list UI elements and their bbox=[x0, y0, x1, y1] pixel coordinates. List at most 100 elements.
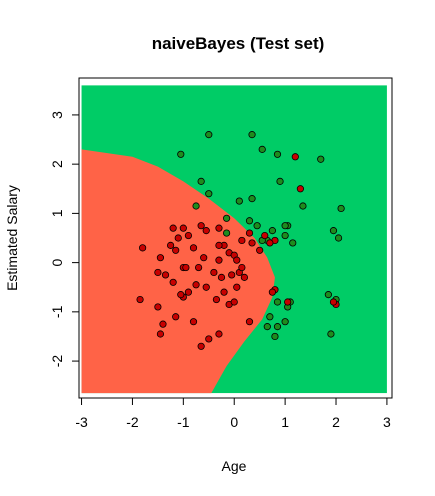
data-point bbox=[205, 190, 213, 198]
data-point bbox=[222, 214, 231, 222]
data-point bbox=[253, 222, 261, 230]
data-point bbox=[197, 177, 205, 185]
data-point bbox=[220, 288, 228, 296]
data-point bbox=[192, 202, 200, 210]
data-point bbox=[337, 204, 345, 213]
data-point bbox=[291, 153, 299, 161]
data-point bbox=[245, 217, 254, 225]
data-point bbox=[200, 254, 208, 262]
x-tick-label: 3 bbox=[383, 414, 391, 430]
data-point bbox=[205, 131, 213, 139]
data-point bbox=[215, 256, 223, 264]
data-point bbox=[284, 298, 292, 306]
data-point bbox=[230, 298, 238, 306]
data-point bbox=[248, 239, 256, 247]
data-point bbox=[334, 234, 343, 242]
data-point bbox=[289, 239, 297, 247]
data-point bbox=[238, 263, 246, 272]
data-point bbox=[281, 318, 289, 326]
y-axis-label: Estimated Salary bbox=[4, 185, 20, 291]
data-point bbox=[154, 303, 162, 311]
data-point bbox=[248, 131, 256, 139]
data-point bbox=[154, 268, 162, 277]
data-point bbox=[317, 155, 325, 163]
data-point bbox=[210, 268, 218, 277]
y-tick-label: -2 bbox=[49, 355, 65, 368]
data-point bbox=[273, 298, 282, 306]
data-point bbox=[156, 254, 165, 262]
data-point bbox=[240, 273, 249, 281]
data-point bbox=[215, 224, 223, 232]
data-point bbox=[174, 234, 182, 242]
data-point bbox=[172, 313, 180, 321]
data-point bbox=[266, 313, 274, 321]
data-point bbox=[233, 283, 241, 291]
data-point bbox=[195, 263, 203, 272]
data-point bbox=[159, 320, 167, 328]
data-point bbox=[327, 330, 335, 338]
data-point bbox=[217, 273, 226, 281]
data-point bbox=[261, 231, 269, 240]
x-tick-label: 2 bbox=[332, 414, 340, 430]
y-tick-label: 0 bbox=[49, 259, 65, 267]
data-point bbox=[139, 244, 147, 252]
data-point bbox=[169, 224, 177, 232]
data-points bbox=[136, 131, 345, 350]
data-point bbox=[238, 236, 246, 245]
chart-title: naiveBayes (Test set) bbox=[152, 34, 325, 53]
data-point bbox=[268, 288, 276, 296]
data-point bbox=[324, 291, 332, 299]
data-point bbox=[184, 231, 193, 240]
data-point bbox=[276, 177, 284, 185]
data-point bbox=[179, 224, 187, 232]
data-point bbox=[268, 227, 276, 235]
data-point bbox=[161, 271, 170, 279]
data-point bbox=[189, 318, 198, 326]
x-tick-label: -2 bbox=[126, 414, 139, 430]
data-point bbox=[215, 241, 223, 249]
data-point bbox=[197, 342, 205, 350]
data-point bbox=[169, 278, 177, 286]
region-class-0 bbox=[81, 149, 275, 394]
data-point bbox=[273, 150, 282, 158]
y-tick-label: 1 bbox=[49, 209, 65, 217]
data-point bbox=[197, 222, 205, 230]
axes: -3 -2 -1 0 1 2 3 -2 -1 0 1 2 3 bbox=[49, 77, 393, 430]
data-point bbox=[228, 271, 236, 279]
data-point bbox=[256, 246, 264, 254]
data-point bbox=[296, 185, 304, 193]
data-point bbox=[205, 335, 213, 343]
data-point bbox=[184, 288, 193, 296]
data-point bbox=[273, 323, 282, 331]
data-point bbox=[329, 227, 338, 235]
data-point bbox=[245, 318, 254, 326]
data-point bbox=[189, 244, 198, 252]
data-point bbox=[156, 330, 165, 338]
data-point bbox=[245, 229, 254, 237]
data-point bbox=[258, 145, 266, 153]
x-tick-label: 0 bbox=[230, 414, 238, 430]
data-point bbox=[202, 227, 210, 235]
x-tick-label: -3 bbox=[75, 414, 88, 430]
data-point bbox=[212, 295, 221, 304]
data-point bbox=[299, 202, 307, 210]
x-tick-label: 1 bbox=[281, 414, 289, 430]
data-point bbox=[281, 222, 289, 230]
data-point bbox=[271, 332, 279, 341]
data-point bbox=[177, 150, 185, 158]
data-point bbox=[263, 323, 271, 331]
data-point bbox=[167, 241, 175, 249]
data-point bbox=[235, 197, 243, 205]
data-point bbox=[222, 229, 231, 237]
data-point bbox=[266, 239, 274, 247]
data-point bbox=[172, 246, 180, 254]
data-point bbox=[281, 231, 289, 240]
data-point bbox=[182, 263, 190, 272]
data-point bbox=[215, 330, 223, 338]
x-tick-label: -1 bbox=[177, 414, 190, 430]
data-point bbox=[202, 283, 210, 291]
data-point bbox=[329, 298, 338, 306]
y-tick-label: 3 bbox=[49, 111, 65, 119]
data-point bbox=[248, 195, 256, 203]
